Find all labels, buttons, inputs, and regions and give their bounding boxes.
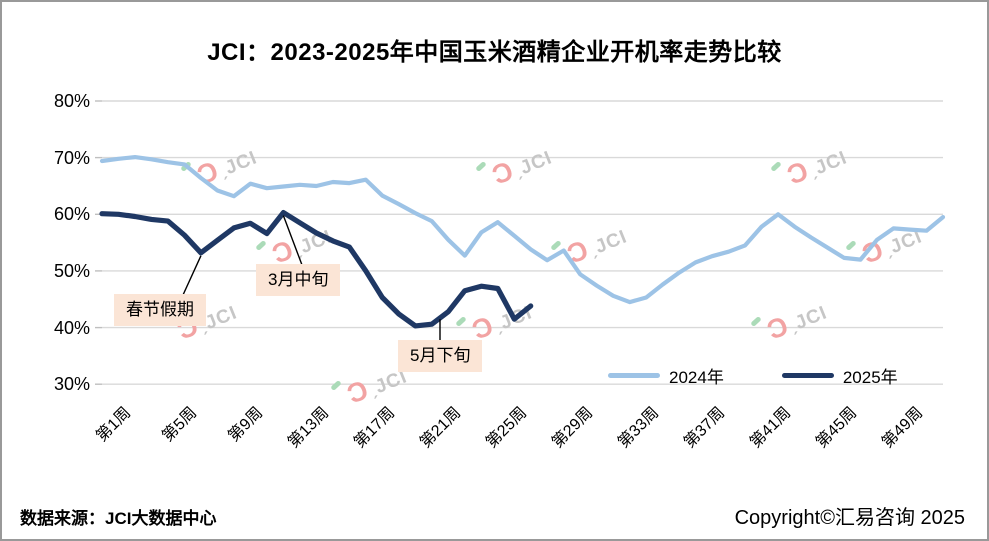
watermark-text: ˏJCI [585,226,630,260]
watermark-accent [551,240,561,250]
watermark-accent [256,240,266,250]
legend-label: 2024年 [669,368,724,387]
y-axis-tick-label: 50% [53,260,90,281]
y-axis-tick-label: 80% [53,91,90,111]
page-title: JCI：2023-2025年中国玉米酒精企业开机率走势比较 [207,39,782,66]
chart-legend: 2024年 2025年 [608,363,898,388]
watermark-accent [456,316,466,326]
legend-label: 2025年 [842,368,898,387]
annotation-callout: 春节假期 [114,294,206,326]
annotation-leader-line [282,215,303,266]
annotation-callout: 3月中旬 [256,264,341,296]
legend-swatch [781,373,834,378]
series-line-2025年 [99,210,534,329]
watermark-text: ˏJCI [215,147,260,181]
annotation-leader-line [182,255,202,296]
watermark-text: ˏJCI [510,147,555,181]
watermark-text: ˏJCI [785,302,830,336]
y-axis-tick-label: 30% [53,374,90,395]
watermark-accent [331,380,341,390]
y-axis-tick-label: 70% [53,147,90,168]
series-line-2024年 [99,155,946,305]
legend-swatch [608,373,660,378]
legend-item-2024年: 2024年 [608,363,724,388]
watermark-accent [846,240,856,250]
y-axis-tick-label: 60% [53,204,90,225]
legend-item-2025年: 2025年 [781,363,898,388]
annotation-callout: 5月下旬 [398,340,483,372]
copyright-label: Copyright©汇易咨询 2025 [734,507,965,529]
watermark-text: ˏJCI [805,147,850,181]
watermark-accent [751,316,761,326]
y-axis-tick-label: 40% [53,317,90,338]
watermark-accent [476,161,486,171]
watermark-accent [771,161,781,171]
data-source-label: 数据来源：JCI大数据中心 [20,509,217,528]
